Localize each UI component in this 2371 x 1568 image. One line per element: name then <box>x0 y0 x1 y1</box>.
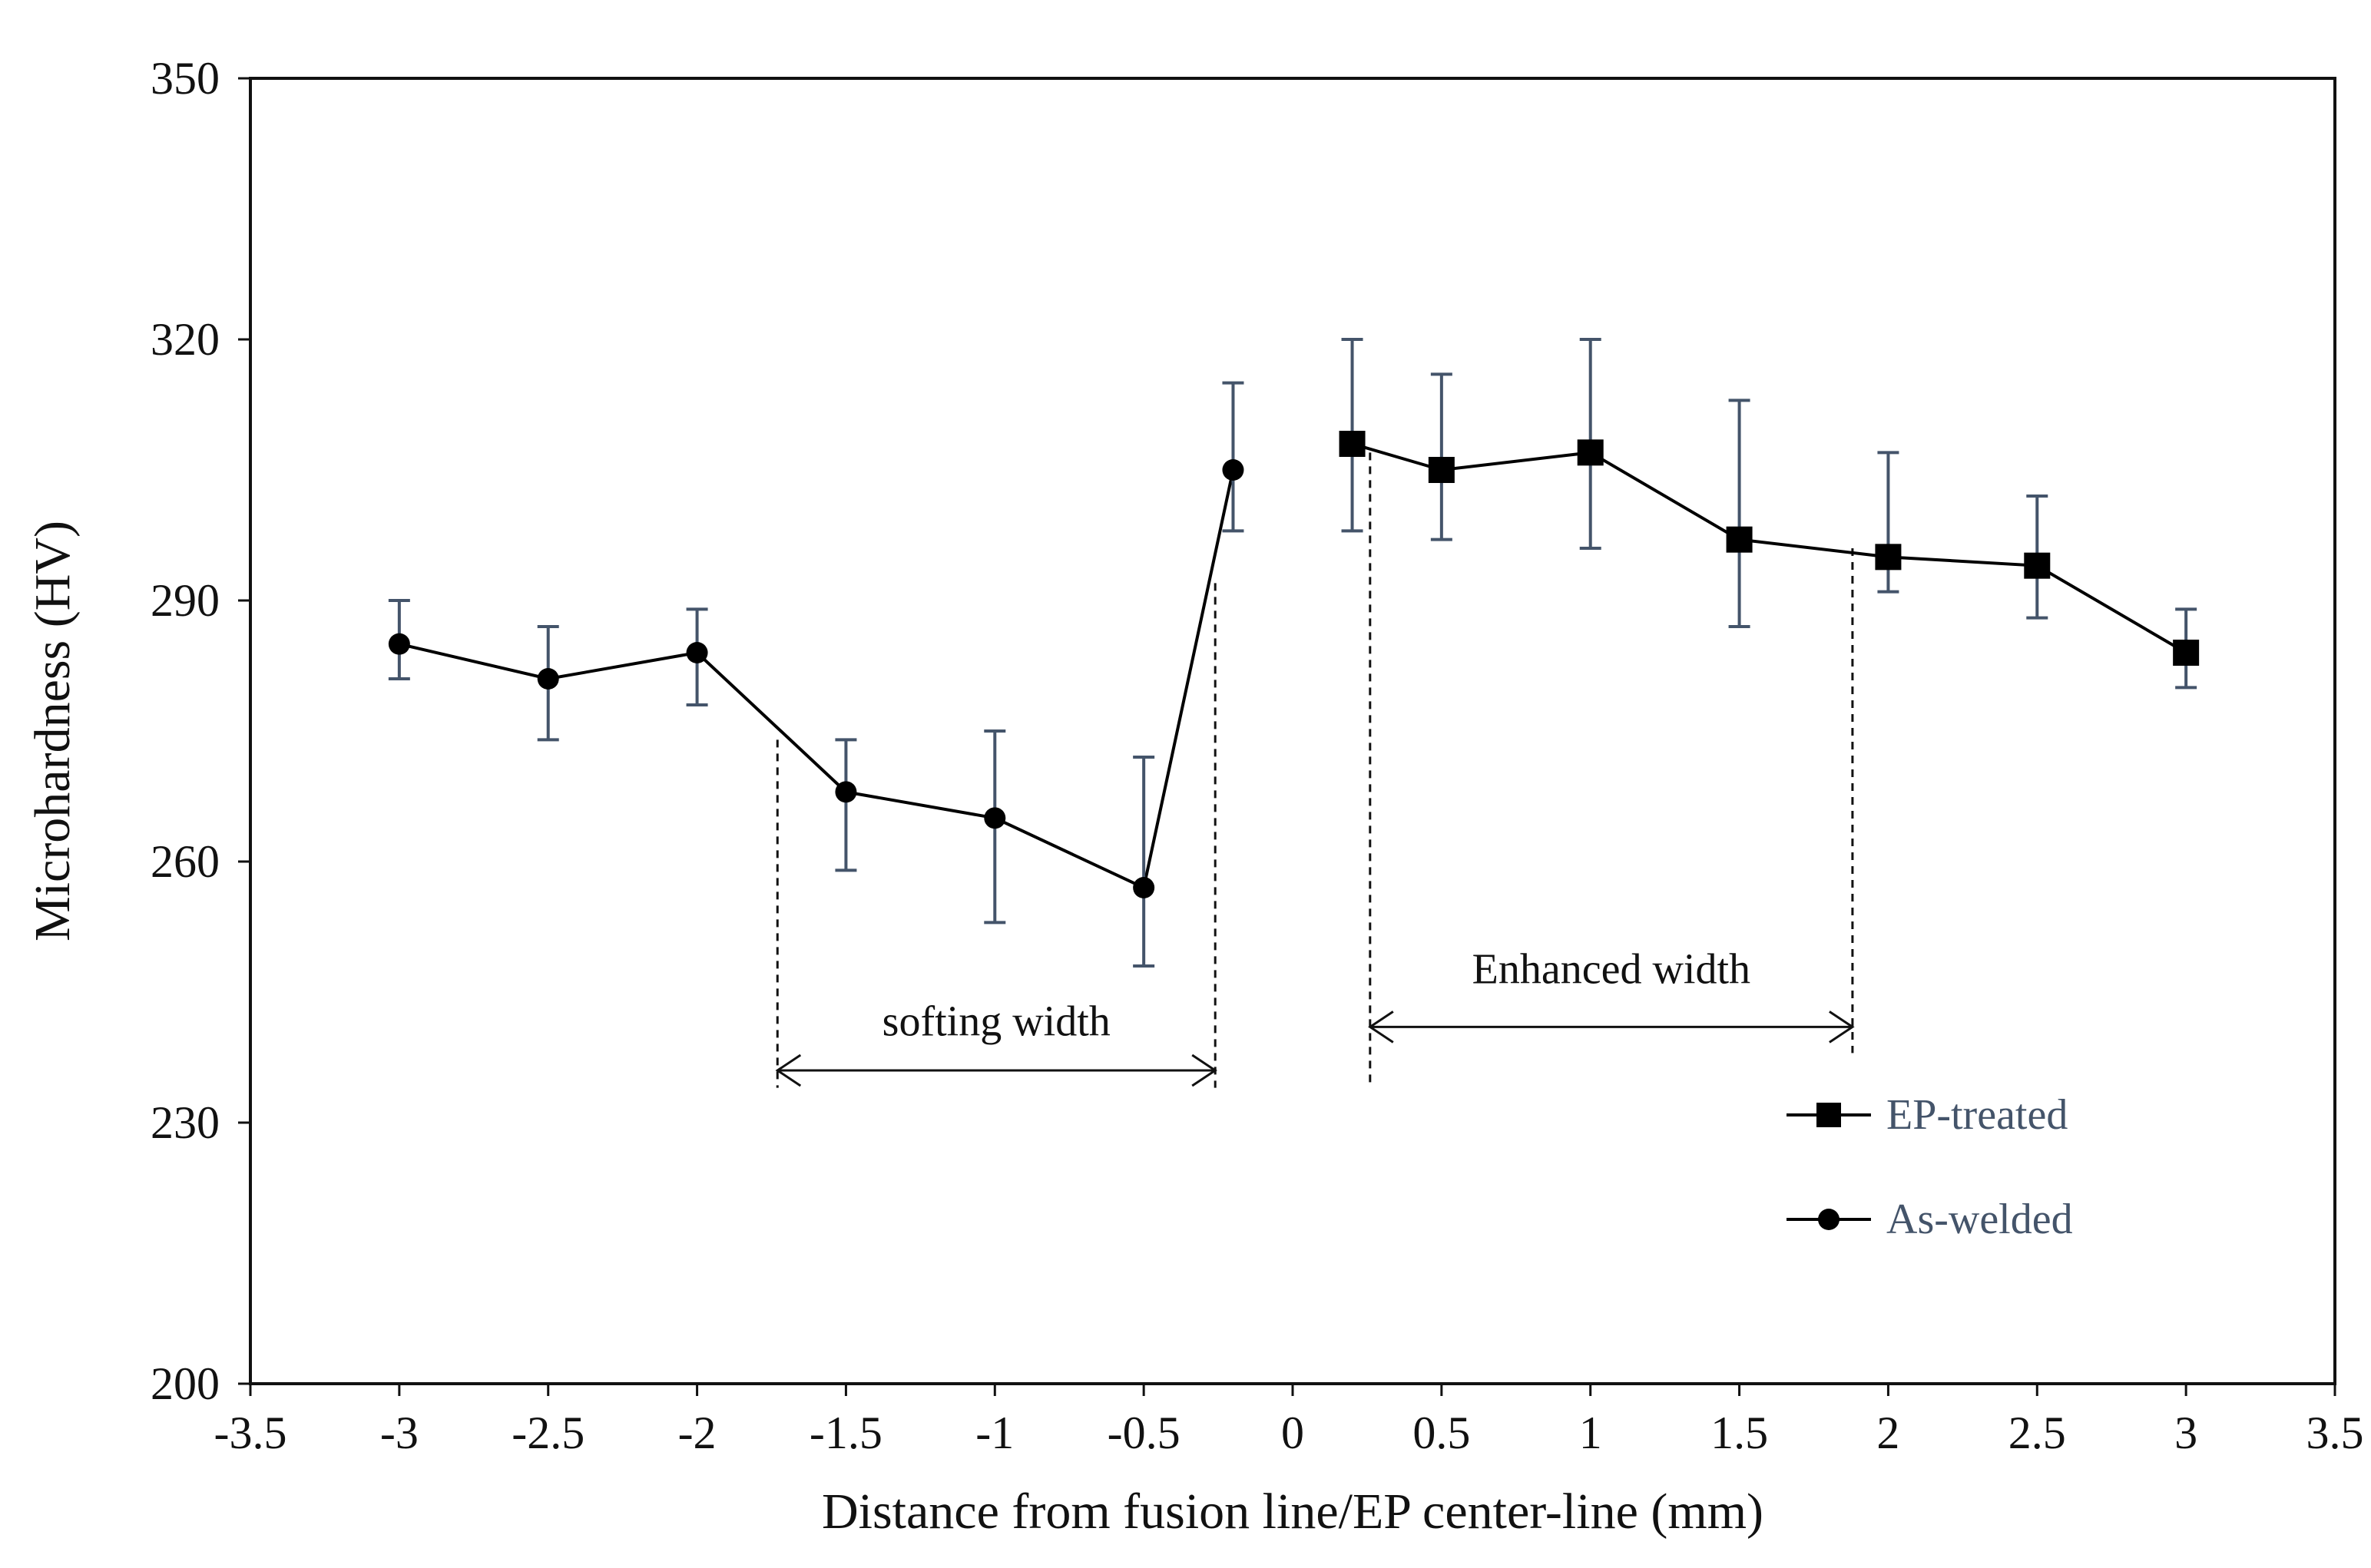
x-axis-title: Distance from fusion line/EP center-line… <box>822 1484 1763 1540</box>
series-as-welded <box>388 381 1244 968</box>
x-tick-label: 0.5 <box>1412 1408 1470 1458</box>
data-point-square <box>2024 552 2051 579</box>
x-axis-ticks: -3.5 -3 -2.5 -2 -1.5 -1 -0.5 0 0.5 1 1.5 2 2.5 3 3.5 <box>214 1384 2364 1458</box>
data-point-square <box>1875 544 1902 571</box>
legend-marker-square <box>1816 1103 1841 1127</box>
y-tick-label: 350 <box>151 53 220 104</box>
data-series <box>388 338 2200 968</box>
annotation-arrowhead-right <box>1191 1054 1217 1087</box>
data-point-circle <box>686 642 708 663</box>
series-ep-treated <box>1339 338 2200 690</box>
annotation-arrowhead-left <box>1368 1011 1394 1044</box>
x-tick-label: 3 <box>2174 1408 2197 1458</box>
data-point-square <box>2173 640 2200 666</box>
data-point-square <box>1339 431 1366 457</box>
x-tick-label: 2.5 <box>2008 1408 2066 1458</box>
annotation-label: Enhanced width <box>1472 946 1750 994</box>
data-point-circle <box>1133 877 1155 898</box>
legend-label: EP-treated <box>1886 1091 2068 1139</box>
x-tick-label: 1 <box>1579 1408 1602 1458</box>
y-axis-title: Microhardness (HV) <box>25 521 81 941</box>
data-point-square <box>1726 526 1753 553</box>
data-point-square <box>1577 439 1604 466</box>
width-annotations: softing width Enhanced width <box>775 452 1855 1088</box>
annotation-label: softing width <box>883 998 1111 1046</box>
annotation-arrowhead-right <box>1829 1011 1855 1044</box>
y-tick-label: 230 <box>151 1097 220 1148</box>
x-tick-label: -3.5 <box>214 1408 287 1458</box>
x-tick-label: 3.5 <box>2306 1408 2364 1458</box>
x-tick-label: -2.5 <box>512 1408 584 1458</box>
x-tick-label: -3 <box>380 1408 419 1458</box>
data-point-circle <box>984 807 1006 829</box>
legend-marker-circle <box>1818 1209 1840 1230</box>
x-tick-label: 2 <box>1876 1408 1899 1458</box>
x-tick-label: 1.5 <box>1710 1408 1768 1458</box>
y-tick-label: 320 <box>151 314 220 365</box>
data-point-circle <box>537 668 559 690</box>
legend: EP-treated As-welded <box>1787 1091 2073 1243</box>
legend-label: As-welded <box>1886 1196 2073 1243</box>
y-tick-label: 260 <box>151 836 220 887</box>
y-tick-label: 290 <box>151 575 220 626</box>
y-tick-label: 200 <box>151 1358 220 1409</box>
x-tick-label: -1.5 <box>810 1408 883 1458</box>
x-tick-label: -1 <box>975 1408 1014 1458</box>
x-tick-label: -2 <box>678 1408 717 1458</box>
data-point-square <box>1428 457 1455 483</box>
annotation-arrowhead-left <box>775 1054 802 1087</box>
data-point-circle <box>388 633 410 655</box>
data-point-circle <box>835 781 857 803</box>
x-tick-label: 0 <box>1281 1408 1304 1458</box>
data-point-circle <box>1222 459 1244 481</box>
x-tick-label: -0.5 <box>1108 1408 1181 1458</box>
y-axis-ticks: 200 230 260 290 320 350 <box>151 53 250 1409</box>
